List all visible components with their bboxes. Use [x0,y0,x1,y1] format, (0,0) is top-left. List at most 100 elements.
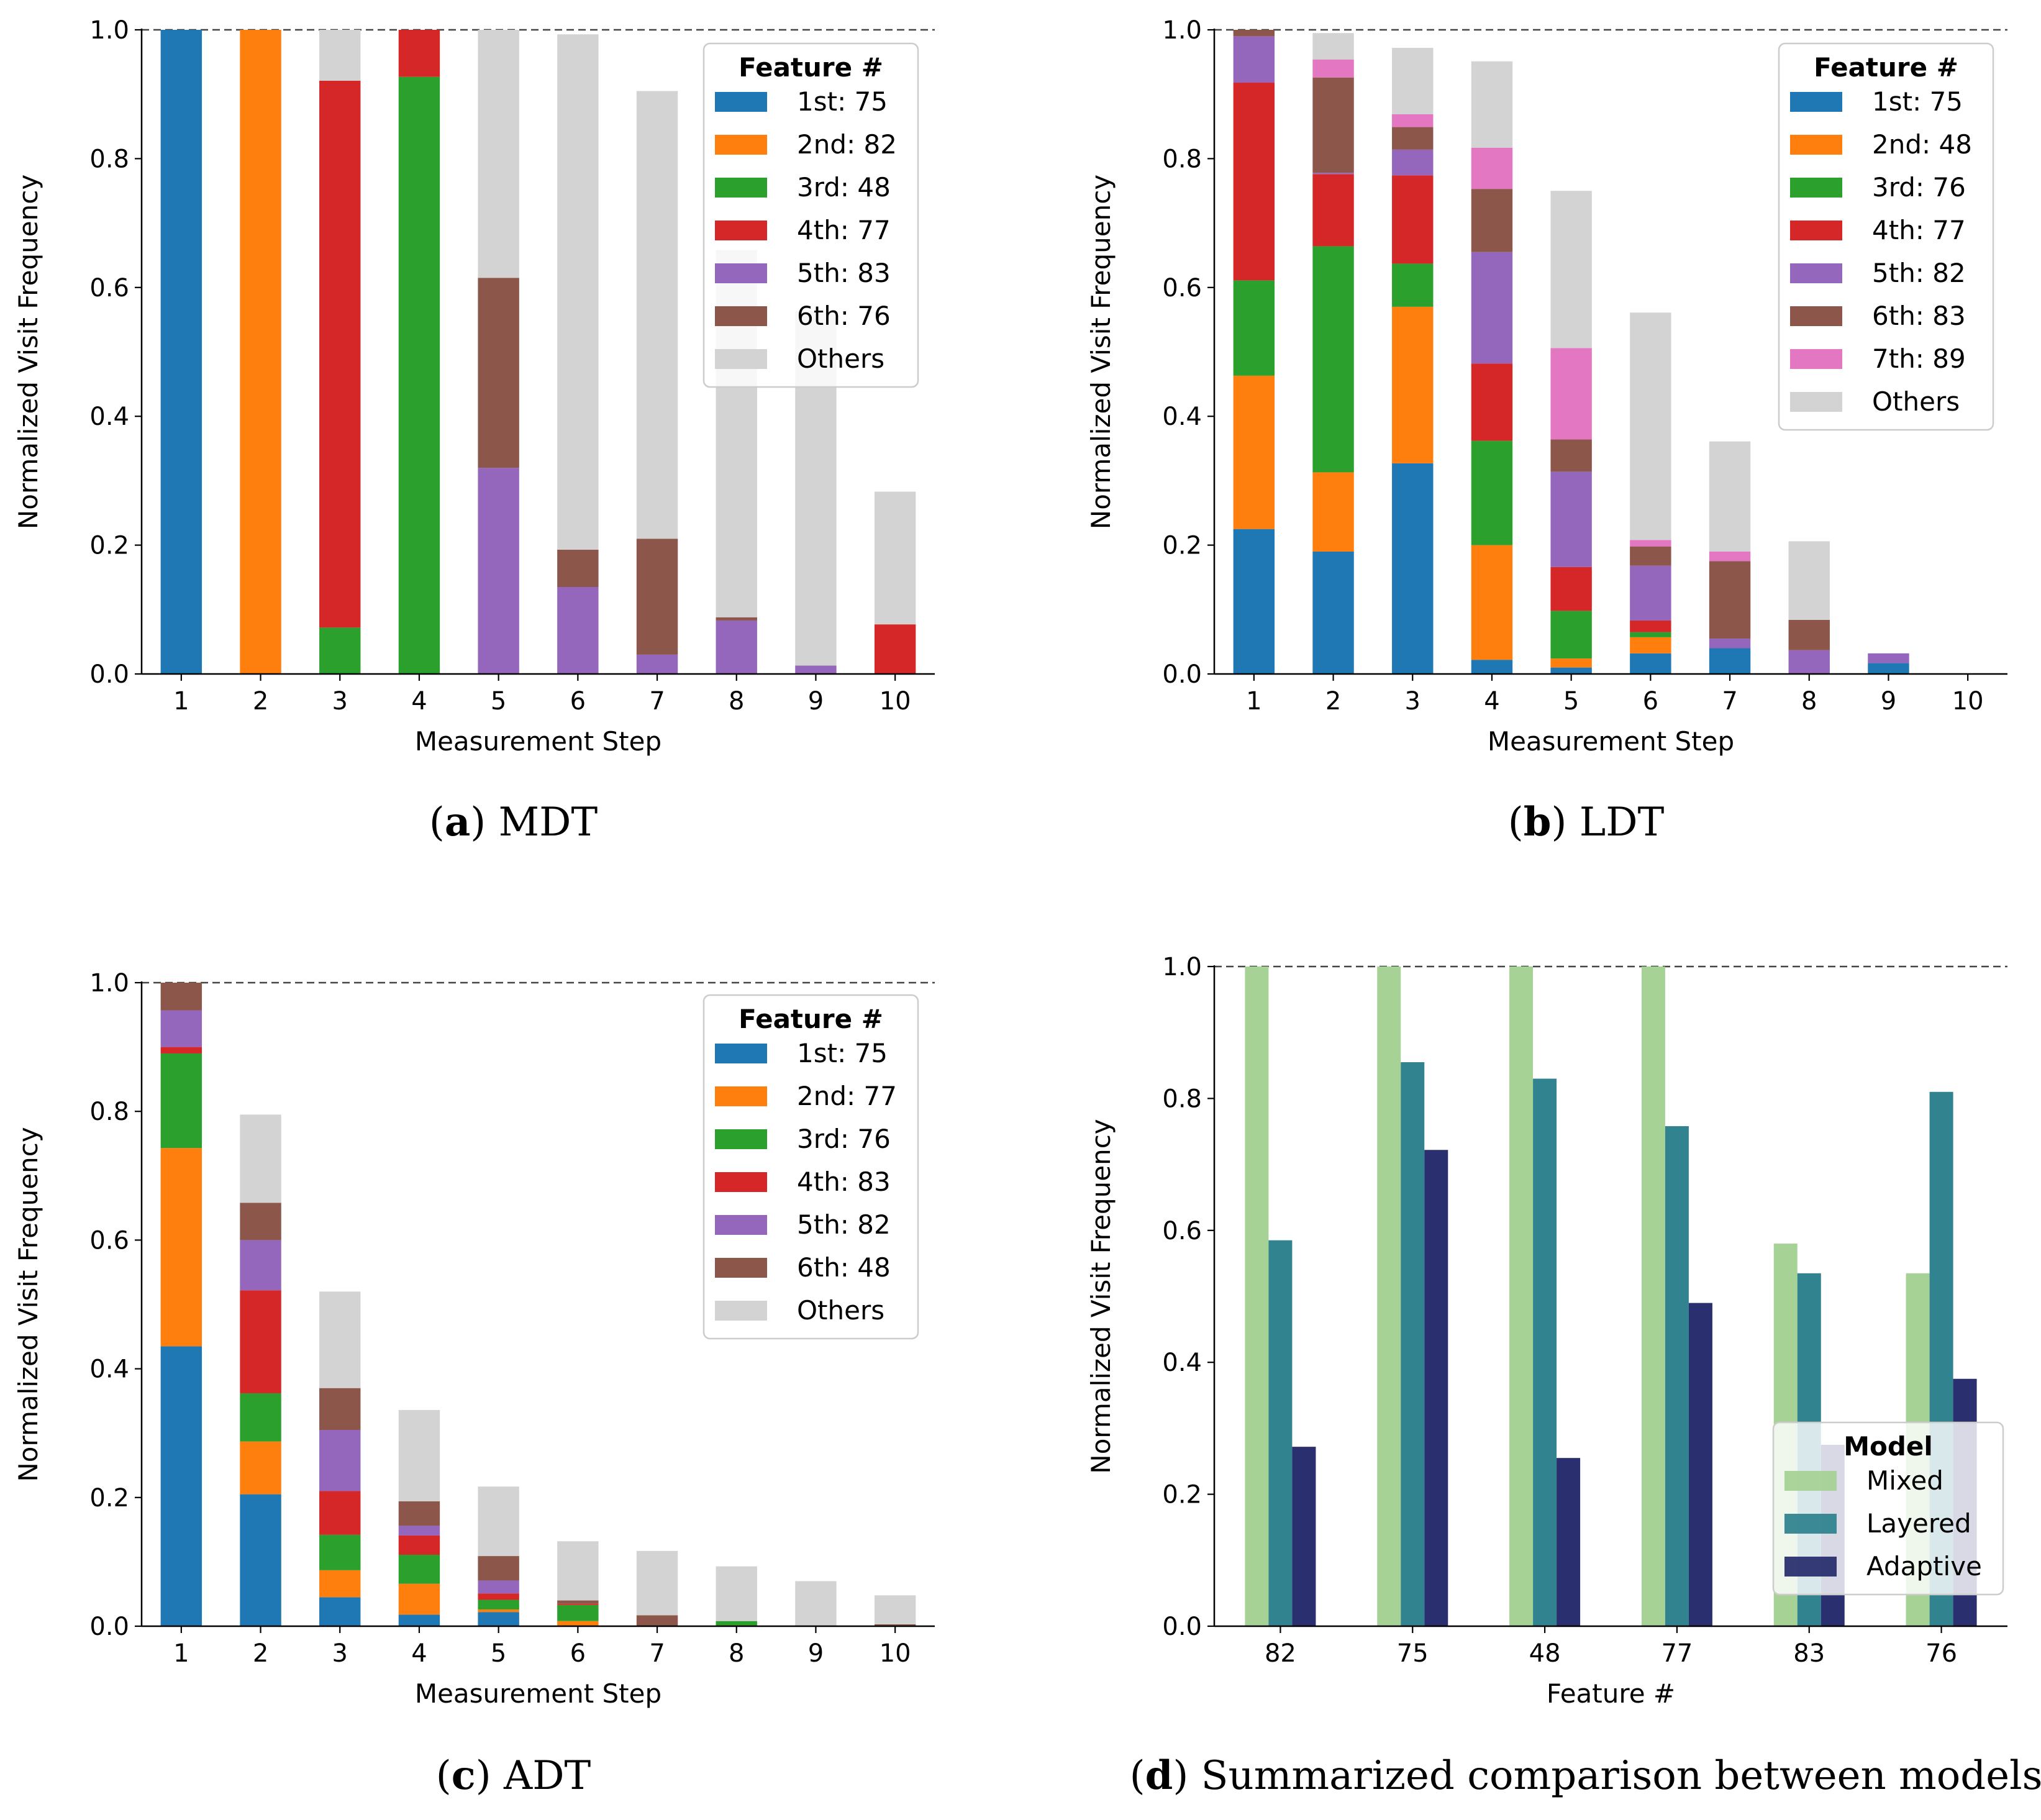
y-axis-label: Normalized Visit Frequency [13,175,43,529]
bar-segment [1471,147,1513,189]
bar-segment [1233,36,1275,83]
bar-segment [557,1621,599,1626]
bars [1233,30,1909,674]
legend-label: 6th: 83 [1872,301,1966,331]
y-tick-label: 0.8 [89,1098,129,1126]
bar-segment [160,983,202,1011]
bar [1509,967,1534,1626]
x-tick-label: 6 [570,687,586,716]
y-tick-label: 0.8 [89,145,129,173]
bar [1665,1126,1689,1626]
bar-segment [1709,648,1751,674]
y-tick-label: 0.0 [1162,660,1202,689]
legend-box [702,42,919,388]
bar-segment [240,30,281,674]
legend-title: Feature # [739,52,883,83]
x-tick-label: 9 [1881,687,1896,716]
legend-swatch [715,349,767,369]
bar-segment [398,1526,440,1536]
legend-swatch [715,1301,767,1321]
bar-segment [1630,312,1671,540]
legend-label: Others [797,1295,884,1326]
bar [1377,967,1401,1626]
bar-segment [1709,638,1751,648]
legend-swatch [1784,1514,1837,1534]
x-tick-label: 48 [1529,1639,1561,1668]
y-tick-label: 1.0 [1162,16,1202,45]
bar-segment [398,1583,440,1615]
bar-segment [1788,619,1830,650]
legend-title: Feature # [739,1004,883,1034]
bar-segment [1471,363,1513,441]
y-tick-label: 0.6 [1162,1217,1202,1245]
legend-label: 4th: 77 [1872,215,1966,245]
legend-swatch [715,178,767,198]
legend-label: 2nd: 48 [1872,129,1972,160]
y-tick-label: 0.4 [89,1355,129,1384]
bars [160,30,916,675]
legend-swatch [1790,392,1842,412]
bar-segment [1471,660,1513,674]
legend-swatch [1790,135,1842,155]
y-tick-label: 0.6 [1162,274,1202,303]
y-axis-label: Normalized Visit Frequency [1086,1119,1116,1473]
y-tick-label: 0.2 [1162,532,1202,560]
panel-d: 0.0 0.2 0.4 0.6 0.8 1.0 82 75 48 77 83 76 Feature # N… [1086,953,2041,1799]
bar [1533,1078,1557,1626]
legend-swatch [715,1215,767,1235]
x-tick-label: 9 [808,1639,824,1668]
bar-segment [557,1600,599,1604]
bar [1424,1150,1448,1626]
legend-label: 3rd: 76 [797,1124,891,1154]
bar-segment [557,549,599,588]
legend-box [702,994,919,1340]
x-tick-label: 7 [1722,687,1737,716]
bar-segment [319,30,361,81]
x-tick-label: 10 [1952,687,1984,716]
x-tick-label: 7 [649,687,665,716]
legend-swatch [715,1172,767,1192]
bar-segment [795,665,837,674]
caption-text: Summarized comparison between models [1201,1753,2041,1799]
bar-segment [1550,348,1592,440]
legend-label: 3rd: 48 [797,172,891,202]
legend-swatch [715,135,767,155]
bar-segment [398,30,440,77]
bar-segment [636,91,678,539]
caption-text: ADT [503,1753,591,1799]
legend-swatch [715,1129,767,1149]
x-tick-label: 1 [173,687,189,716]
legend-label: 7th: 89 [1872,344,1966,374]
bar-segment [874,1595,916,1624]
caption-label: c [452,1752,476,1799]
x-tick-label: 5 [491,1639,506,1668]
panel-a: 0.0 0.2 0.4 0.6 0.8 1.0 1 2 3 4 5 6 7 8 9 10 Measurement… [13,16,935,845]
bar-segment [1550,439,1592,472]
y-tick-label: 0.2 [1162,1481,1202,1509]
x-tick-label: 10 [880,1639,911,1668]
bar-segment [1550,658,1592,668]
bar-segment [160,30,202,674]
bar-segment [478,278,519,468]
panel-c: 0.0 0.2 0.4 0.6 0.8 1.0 1 2 3 4 5 6 7 8 9 10 Measurement… [13,969,935,1799]
bar-segment [160,1047,202,1053]
legend-label: 2nd: 77 [797,1081,897,1111]
x-tick-label: 4 [1484,687,1499,716]
y-tick-label: 1.0 [89,969,129,998]
x-tick-label: 2 [253,687,268,716]
bar-segment [1312,472,1354,552]
legend-swatch [1790,178,1842,198]
bar-segment [398,1535,440,1555]
bar-segment [1233,375,1275,529]
bar-segment [1392,114,1434,127]
x-axis-label: Feature # [1547,1678,1675,1709]
bar [1292,1447,1316,1626]
bar-segment [636,539,678,655]
bar-segment [160,1010,202,1047]
bar-segment [716,620,757,674]
bar-segment [1630,540,1671,547]
bar [1557,1458,1581,1626]
legend-title: Feature # [1814,52,1958,83]
bar-segment [478,1599,519,1610]
legend-label: Adaptive [1866,1551,1982,1581]
